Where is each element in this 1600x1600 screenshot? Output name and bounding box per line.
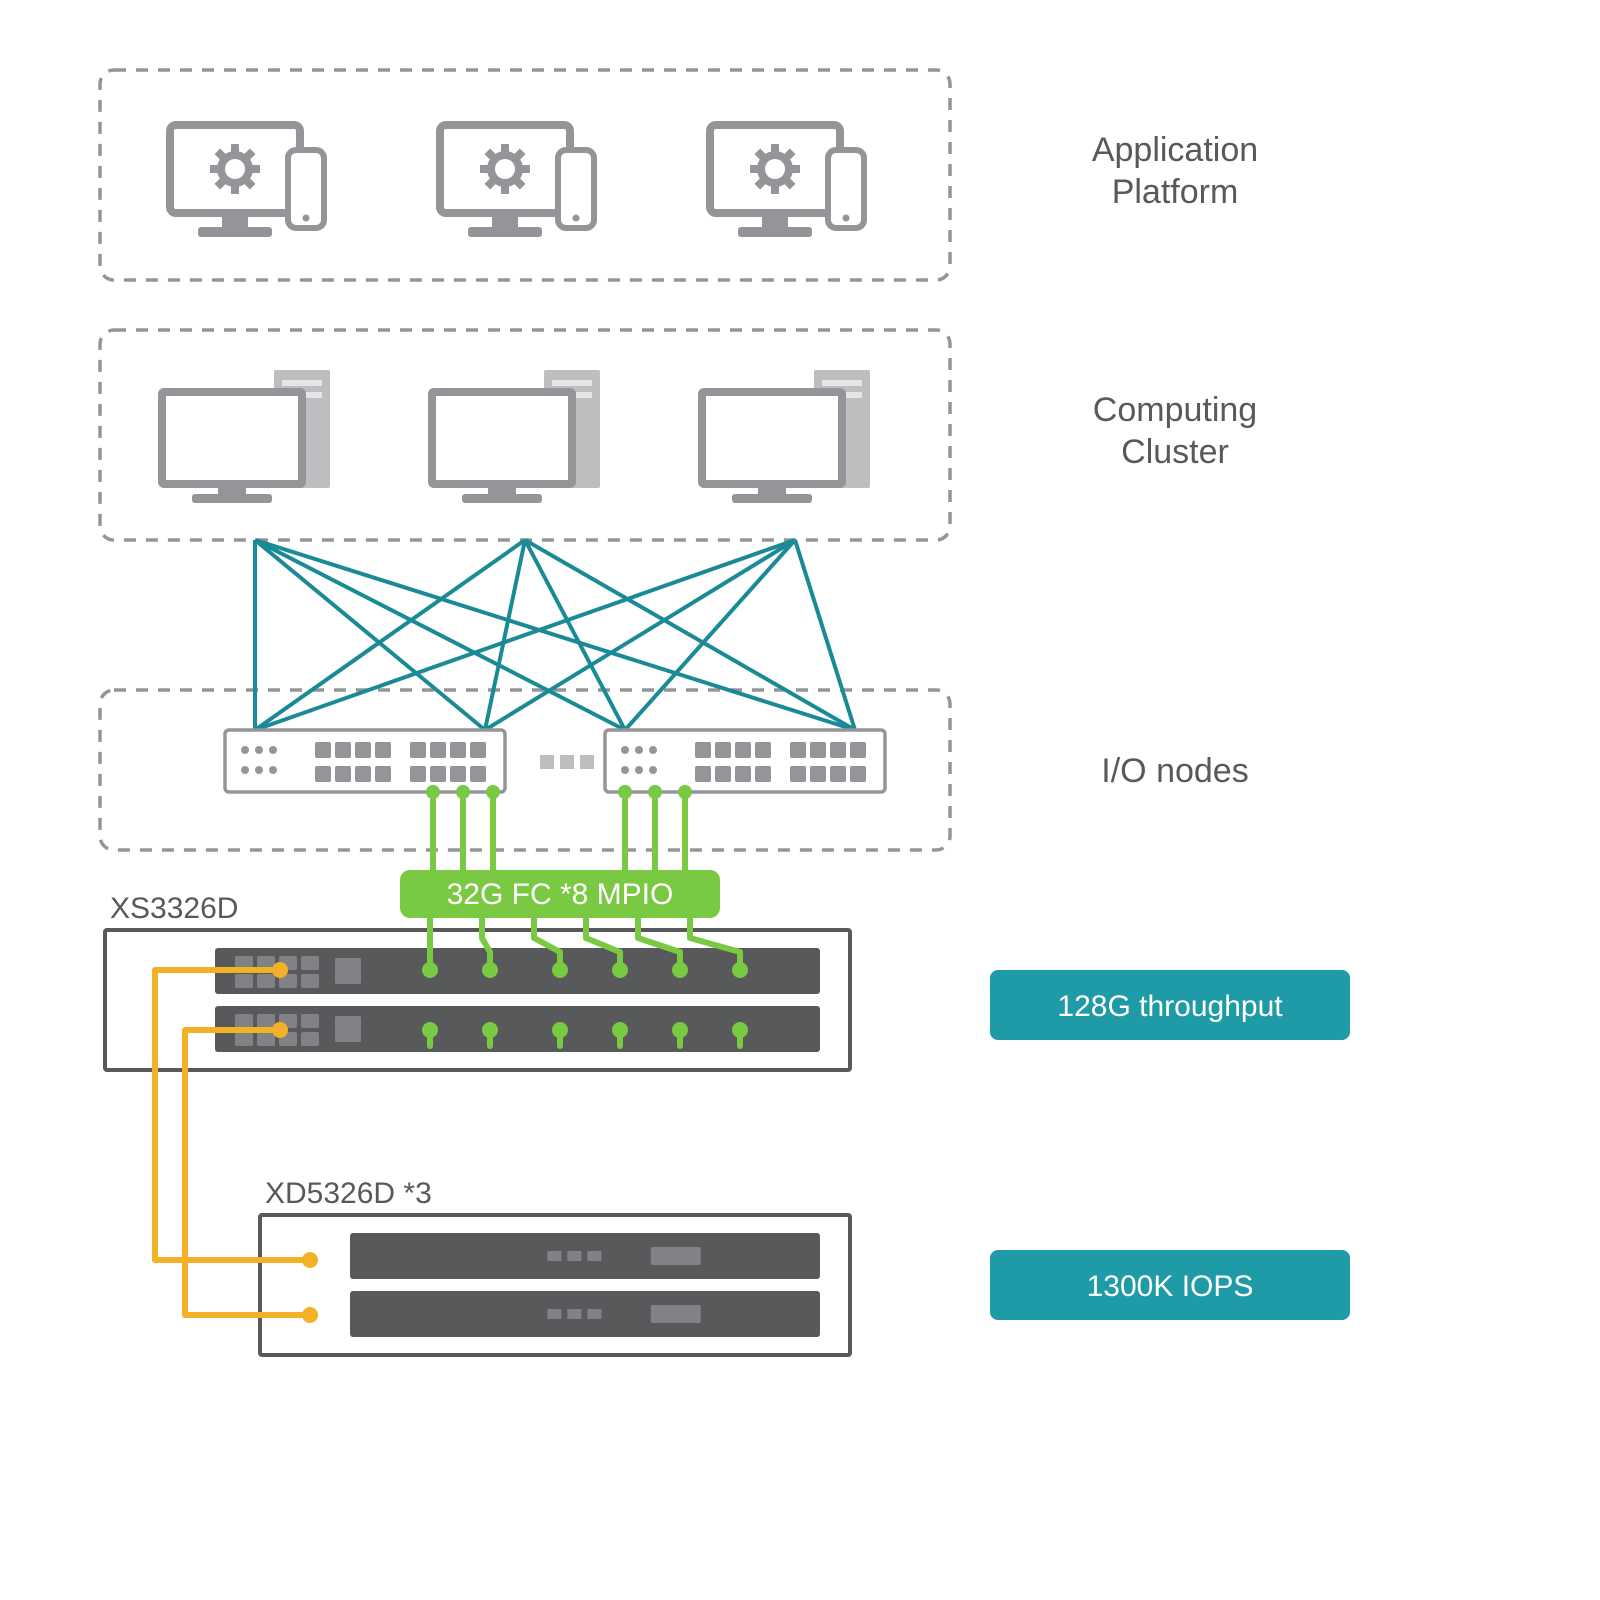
io-switch <box>225 730 505 792</box>
teal-link <box>255 540 625 730</box>
app-icon <box>710 125 864 237</box>
compute-icon <box>702 370 870 503</box>
label-ionodes: I/O nodes <box>1101 752 1248 790</box>
label-application-1: Application <box>1092 131 1258 169</box>
storage-row <box>215 948 820 994</box>
storage-row <box>350 1233 820 1279</box>
badge-iops-label: 1300K IOPS <box>1087 1270 1254 1303</box>
app-icon <box>170 125 324 237</box>
label-application-2: Platform <box>1112 173 1239 211</box>
badge-throughput-label: 128G throughput <box>1057 990 1283 1023</box>
teal-link <box>255 540 795 730</box>
ellipsis-box <box>540 755 554 769</box>
teal-link <box>255 540 855 730</box>
teal-link <box>255 540 485 730</box>
storage-row <box>350 1291 820 1337</box>
label-xs3326d: XS3326D <box>110 892 238 925</box>
teal-link <box>485 540 795 730</box>
label-xd5326d: XD5326D *3 <box>265 1177 432 1210</box>
compute-icon <box>162 370 330 503</box>
app-icon <box>440 125 594 237</box>
label-mpio: 32G FC *8 MPIO <box>447 878 674 911</box>
label-computing-1: Computing <box>1093 391 1257 429</box>
ellipsis-box <box>560 755 574 769</box>
storage-row <box>215 1006 820 1052</box>
teal-link <box>255 540 525 730</box>
ellipsis-box <box>580 755 594 769</box>
io-switch <box>605 730 885 792</box>
label-computing-2: Cluster <box>1121 433 1229 471</box>
compute-icon <box>432 370 600 503</box>
